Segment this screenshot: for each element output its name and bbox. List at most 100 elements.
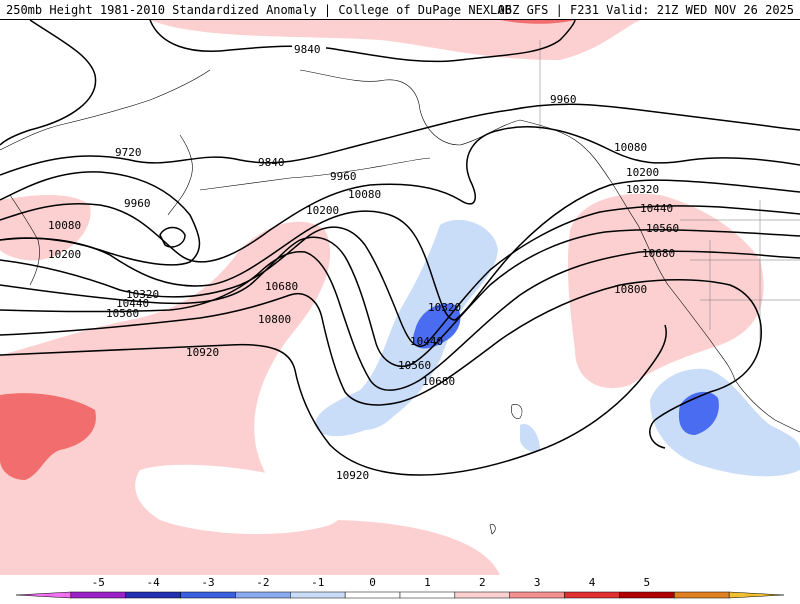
contour-line [0,126,800,263]
colorbar-swatch [674,591,730,599]
colorbar-swatch [509,591,565,599]
colorbar-tick-label: 1 [424,576,431,589]
anomaly-map[interactable]: 9720 9840 9840 9960 9960 9960 10080 1008… [0,20,800,575]
anomaly-region [0,393,96,480]
colorbar-tick-label: 4 [589,576,596,589]
contour-label: 10080 [614,141,647,154]
aleutian-chain [199,157,431,191]
anomaly-region [0,221,500,575]
contour-line [159,226,186,248]
contour-label: 10680 [265,280,298,293]
anomaly-colorbar: -5 -4 -3 -2 -1 0 1 2 3 4 5 [0,575,800,600]
contour-label: 10200 [48,248,81,261]
colorbar-tick-label: 5 [644,576,651,589]
contour-label: 10320 [626,183,659,196]
colorbar-swatch [454,591,510,599]
contour-label: 10800 [614,283,647,296]
contour-line [0,279,762,449]
colorbar-swatch [344,591,401,599]
japan-coastline [9,194,40,286]
contour-label: 9840 [258,156,285,169]
anomaly-region [520,424,540,452]
colorbar-swatch [399,591,456,599]
colorbar-swatch [15,591,72,599]
contour-line [0,103,800,176]
map-canvas: 9720 9840 9840 9960 9960 9960 10080 1008… [0,20,800,575]
contour-line [0,228,800,367]
contour-label-group: 9720 9840 9840 9960 9960 9960 10080 1008… [48,43,679,482]
contour-label: 10320 [126,288,159,301]
colorbar-swatch [564,591,620,599]
contour-label: 10440 [640,202,673,215]
colorbar-tick-label: -1 [311,576,324,589]
alaska-coastline [299,69,576,146]
colorbar-tick-label: -5 [92,576,105,589]
colorbar-tick-label: 0 [369,576,376,589]
asia-coastline [0,69,211,151]
contour-label: 10440 [410,335,443,348]
contour-label: 9840 [294,43,321,56]
contour-label: 10080 [348,188,381,201]
anomaly-region [650,368,800,477]
contour-label: 10320 [428,301,461,314]
contour-label: 9960 [124,197,151,210]
contour-label: 10200 [306,204,339,217]
anomaly-region [500,20,575,24]
contour-line [0,205,800,347]
colorbar-swatch [235,591,291,599]
anomaly-region [567,193,764,389]
contour-label: 10680 [642,247,675,260]
contour-line [0,250,800,391]
bc-coastline [574,139,639,226]
contour-line [0,179,800,321]
anomaly-region [150,20,640,60]
model-run-label: 06Z GFS | F231 Valid: 21Z WED NOV 26 202… [497,3,794,17]
contour-label: 10680 [422,375,455,388]
contour-label: 9720 [115,146,142,159]
baja-coastline [734,379,800,433]
anomaly-region [0,195,91,261]
colorbar-swatch [180,591,236,599]
colorbar-svg: -5 -4 -3 -2 -1 0 1 2 3 4 5 [15,576,785,599]
coastlines [0,69,800,535]
contour-label: 10200 [626,166,659,179]
contour-label: 10920 [186,346,219,359]
contour-line [0,20,97,146]
us-west-coastline [637,224,736,381]
colorbar-swatch [70,591,126,599]
colorbar-tick-label: 3 [534,576,541,589]
map-header: 250mb Height 1981-2010 Standardized Anom… [0,0,800,20]
contour-line [149,20,576,63]
contour-label: 9960 [550,93,577,106]
colorbar-swatch [619,591,675,599]
colorbar-tick-label: 2 [479,576,486,589]
colorbar-tick-label: -3 [201,576,214,589]
anomaly-region [678,391,719,435]
anomaly-region [135,464,345,535]
hawaii-islands [489,404,523,535]
contour-label: 10560 [106,307,139,320]
strong-positive-anomaly [0,20,575,480]
contour-label: 10440 [116,297,149,310]
contour-label: 10560 [646,222,679,235]
contour-label: 10800 [258,313,291,326]
anomaly-region [315,219,498,437]
contour-label: 9960 [330,170,357,183]
colorbar-ticks: -5 -4 -3 -2 -1 0 1 2 3 4 5 [92,576,651,589]
contour-label: 10560 [398,359,431,372]
colorbar-tick-label: -2 [256,576,269,589]
map-title: 250mb Height 1981-2010 Standardized Anom… [6,3,512,17]
height-contours [0,20,800,476]
contour-line [0,324,667,476]
negative-anomaly-shading [315,219,800,477]
anomaly-region [413,303,461,349]
strong-negative-anomaly [413,303,719,435]
contour-label: 10080 [48,219,81,232]
colorbar-swatch [290,591,346,599]
colorbar-swatch [728,591,785,599]
colorbar-swatches [15,591,785,599]
colorbar-tick-label: -4 [147,576,161,589]
colorbar-swatch [125,591,181,599]
kamchatka-coastline [167,134,193,216]
contour-label: 10920 [336,469,369,482]
